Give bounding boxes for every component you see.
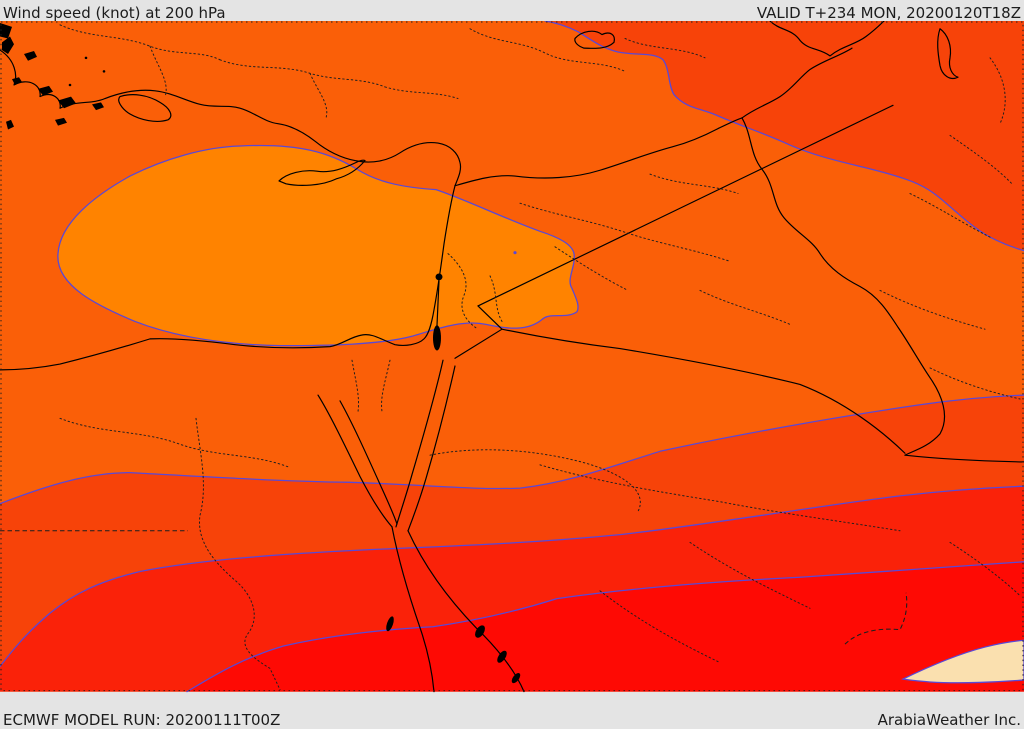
levant-egypt-coast xyxy=(0,185,456,371)
coastlines xyxy=(0,22,959,693)
country-borders xyxy=(454,21,1024,463)
weather-map-image xyxy=(0,21,1024,693)
jordan-river xyxy=(436,280,440,326)
valid-time-label: VALID T+234 MON, 20200120T18Z xyxy=(756,3,1021,22)
jet-core-cream xyxy=(901,639,1024,684)
saudi-iraq-south-border xyxy=(501,328,906,454)
turkey-syria-border xyxy=(454,117,743,187)
tiny-contour-dot xyxy=(513,251,517,255)
turkey-south-coast xyxy=(0,49,462,187)
contour-belt-c xyxy=(186,561,1024,693)
model-run-label: ECMWF MODEL RUN: 20200111T00Z xyxy=(3,711,281,729)
header-bar: Wind speed (knot) at 200 hPa VALID T+234… xyxy=(0,0,1024,21)
band-northeast-dark xyxy=(545,21,1024,251)
gulf-of-aqaba-east xyxy=(407,365,456,532)
red-sea-islands xyxy=(386,616,521,684)
nile-valley-dotted xyxy=(195,417,281,691)
red-sea-east-coast xyxy=(407,530,525,693)
admin-borders xyxy=(0,24,1021,691)
contour-belt-a xyxy=(0,394,1024,505)
band-south-belt-3 xyxy=(187,561,1024,692)
cyprus-island xyxy=(278,159,366,186)
gulf-of-suez-west xyxy=(317,394,393,528)
lake-van xyxy=(574,30,615,49)
sea-of-galilee xyxy=(435,273,443,281)
turkey-iran-border xyxy=(741,47,853,119)
band-south-belt-1 xyxy=(0,395,1024,667)
gulf-of-suez-east xyxy=(339,400,398,525)
red-sea-west-coast xyxy=(391,526,435,693)
iraq-kuwait-border xyxy=(904,454,1024,463)
contour-northeast xyxy=(544,21,1024,252)
map-title: Wind speed (knot) at 200 hPa xyxy=(3,3,226,22)
caucasus-borders xyxy=(769,21,885,57)
map-frame xyxy=(0,21,1024,692)
footer-bar: ECMWF MODEL RUN: 20200111T00Z ArabiaWeat… xyxy=(0,712,1024,729)
light-wind-blob xyxy=(57,144,579,347)
rhodes-island xyxy=(118,94,172,122)
band-south-belt-2 xyxy=(0,486,1024,692)
provider-label: ArabiaWeather Inc. xyxy=(877,711,1021,729)
wind-speed-bands xyxy=(0,21,1024,692)
iraq-iran-border xyxy=(741,117,946,456)
dead-sea xyxy=(433,325,441,351)
contour-lines xyxy=(0,21,1024,693)
iraq-saudi-diagonal-border xyxy=(477,104,894,307)
aegean-islands xyxy=(0,22,106,130)
lake-urmia xyxy=(937,28,959,79)
gulf-of-aqaba-west xyxy=(395,359,444,528)
contour-belt-b xyxy=(0,485,1024,668)
